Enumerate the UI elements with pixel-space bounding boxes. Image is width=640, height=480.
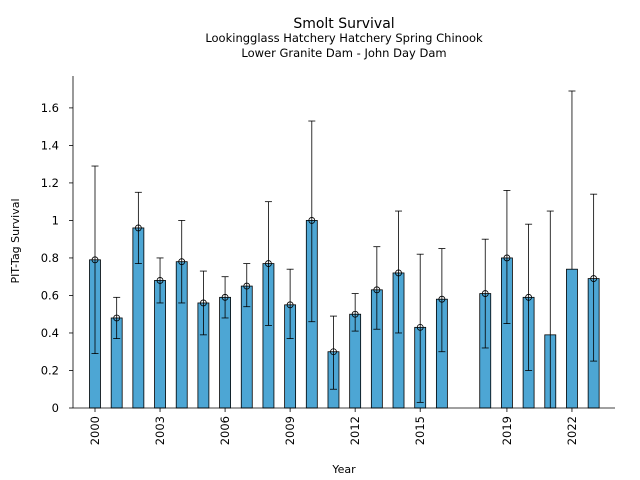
point-marker-2011 [330, 348, 337, 356]
point-marker-2010 [308, 217, 316, 224]
point-marker-2004 [178, 258, 186, 266]
chart-title: Smolt Survival [293, 16, 394, 32]
y-tick-label-7: 1.4 [41, 138, 59, 152]
y-tick-label-4: 0.8 [41, 251, 59, 265]
x-tick-label-1: 2003 [153, 416, 167, 445]
chart-subtitle-line-1: Lookingglass Hatchery Hatchery Spring Ch… [205, 31, 483, 45]
x-tick-label-6: 2019 [500, 416, 514, 445]
point-marker-2020 [525, 293, 532, 301]
bars-group [89, 220, 600, 409]
point-marker-2005 [199, 299, 207, 307]
point-marker-2014 [395, 269, 402, 277]
y-tick-label-3: 0.6 [41, 288, 59, 302]
error-bars-group [91, 90, 598, 409]
point-marker-2023 [590, 275, 598, 282]
y-tick-label-5: 1 [52, 213, 59, 227]
point-marker-2016 [438, 295, 446, 303]
x-tick-label-0: 2000 [88, 416, 102, 445]
y-axis-label: PIT-Tag Survival [9, 198, 22, 283]
y-tick-label-1: 0.2 [41, 363, 59, 377]
y-axis: 0 0.2 0.4 0.6 0.8 1 1.2 1.4 1.6 [41, 76, 74, 415]
point-marker-2008 [265, 260, 272, 267]
bar-2022 [566, 268, 578, 409]
x-tick-label-5: 2015 [413, 416, 427, 445]
point-marker-2003 [156, 277, 164, 284]
x-tick-label-2: 2006 [218, 416, 232, 445]
point-marker-2018 [481, 290, 489, 297]
point-marker-2009 [286, 301, 294, 309]
point-marker-2019 [503, 254, 511, 262]
point-marker-2007 [243, 282, 251, 290]
point-marker-2002 [134, 224, 142, 232]
point-marker-2015 [416, 323, 424, 331]
y-tick-label-6: 1.2 [41, 176, 59, 190]
y-tick-label-8: 1.6 [41, 101, 59, 115]
x-tick-label-4: 2012 [348, 416, 362, 445]
x-axis: 2000 2003 2006 2009 2012 2015 2019 2022 [73, 407, 615, 445]
point-marker-2001 [113, 314, 121, 322]
y-tick-label-2: 0.4 [41, 326, 59, 340]
x-tick-label-3: 2009 [283, 416, 297, 445]
y-tick-label-0: 0 [52, 401, 59, 415]
point-marker-2000 [91, 256, 99, 264]
chart-subtitle-line-2: Lower Granite Dam - John Day Dam [241, 46, 446, 60]
point-marker-2013 [373, 286, 381, 294]
x-tick-label-7: 2022 [565, 416, 579, 445]
x-axis-label: Year [331, 463, 356, 476]
point-marker-2012 [351, 310, 359, 318]
point-marker-2006 [221, 293, 229, 301]
